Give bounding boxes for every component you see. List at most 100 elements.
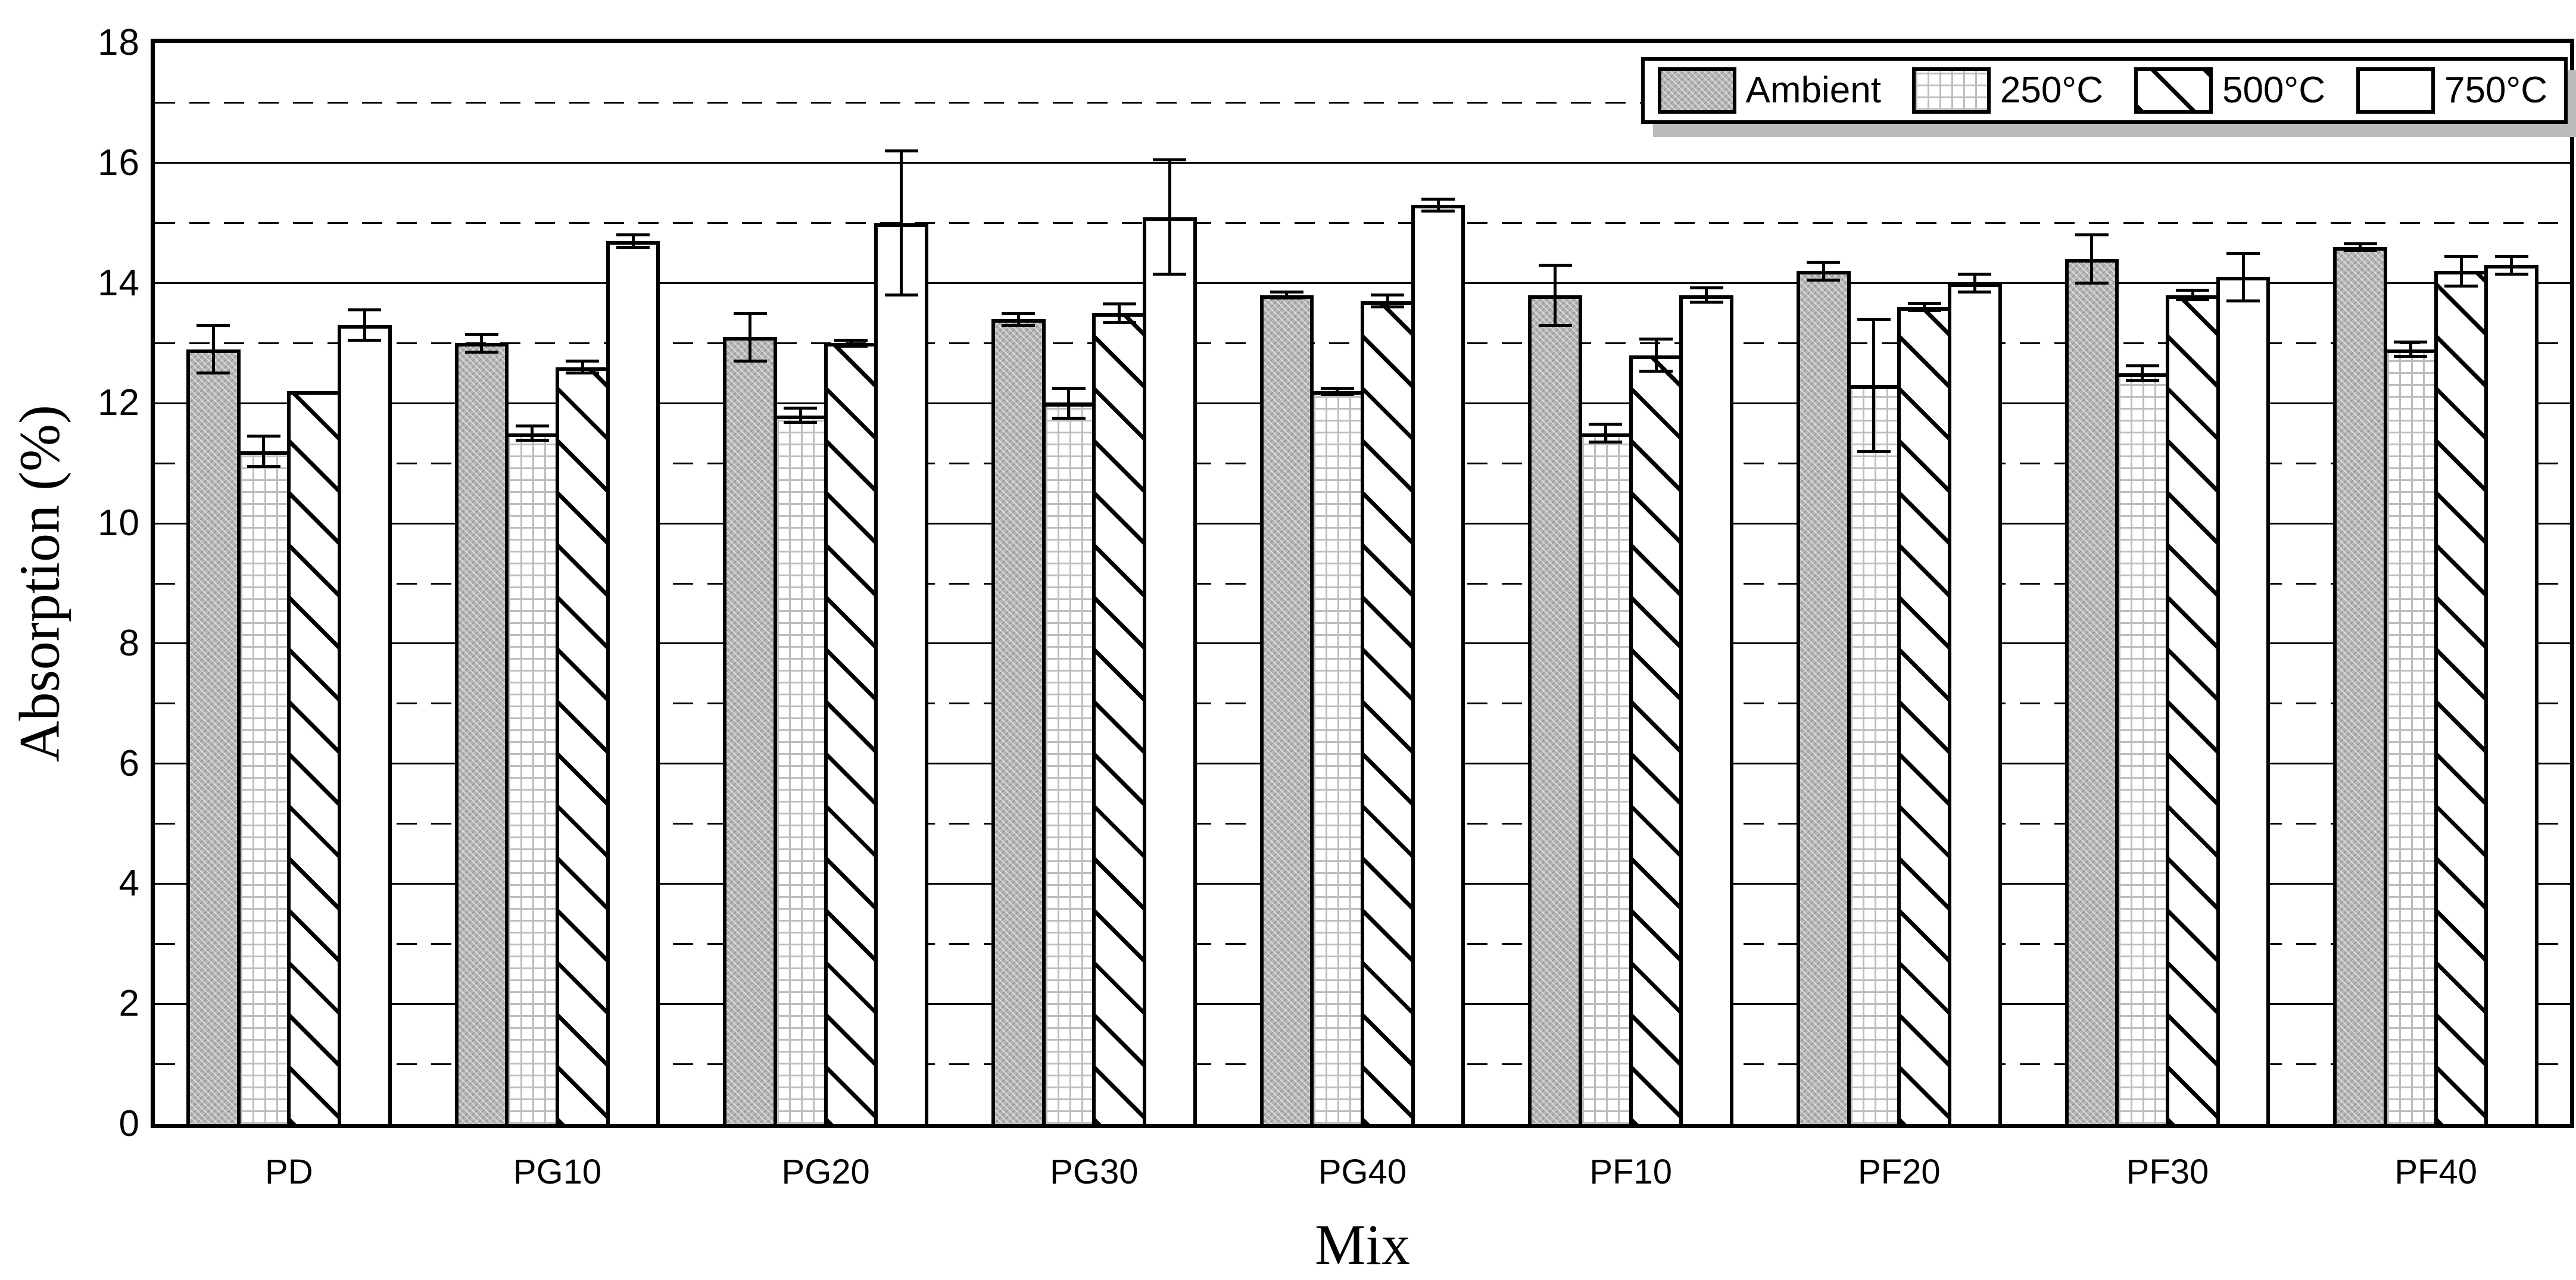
y-tick-label-16: 16 bbox=[98, 142, 140, 183]
bar-250C-PF10 bbox=[1578, 433, 1633, 1124]
error-bar-250C-PG20 bbox=[784, 406, 818, 410]
error-bar-250C-PF10 bbox=[1604, 424, 1607, 442]
y-tick-label-14: 14 bbox=[98, 262, 140, 304]
error-bar-500C-PG40 bbox=[1386, 295, 1389, 307]
error-bar-750C-PF30 bbox=[2226, 251, 2260, 255]
legend-swatch-500c bbox=[2134, 67, 2213, 114]
bar-500C-PD bbox=[287, 391, 342, 1124]
legend-label-500c: 500°C bbox=[2222, 70, 2325, 111]
bar-Ambient-PF20 bbox=[1796, 271, 1851, 1124]
error-bar-Ambient-PD bbox=[197, 323, 230, 327]
error-bar-Ambient-PG30 bbox=[1002, 311, 1036, 315]
bar-Ambient-PF40 bbox=[2333, 247, 2387, 1124]
error-bar-250C-PF30 bbox=[2125, 364, 2159, 368]
bar-500C-PF10 bbox=[1629, 355, 1683, 1124]
error-bar-250C-PD bbox=[247, 464, 280, 468]
bar-500C-PF40 bbox=[2434, 271, 2488, 1124]
legend-label-250c: 250°C bbox=[2000, 70, 2103, 111]
bar-500C-PG40 bbox=[1361, 301, 1415, 1124]
x-category-label-PG10: PG10 bbox=[513, 1153, 602, 1191]
error-bar-250C-PD bbox=[262, 436, 266, 467]
bar-250C-PF40 bbox=[2383, 349, 2438, 1124]
error-bar-500C-PF40 bbox=[2459, 256, 2463, 286]
error-bar-500C-PF30 bbox=[2176, 298, 2210, 302]
error-bar-750C-PG30 bbox=[1153, 158, 1187, 162]
error-bar-Ambient-PG20 bbox=[733, 311, 767, 315]
error-bar-750C-PF10 bbox=[1689, 301, 1723, 304]
error-bar-Ambient-PF30 bbox=[2075, 282, 2109, 285]
y-tick-label-8: 8 bbox=[118, 622, 140, 664]
error-bar-750C-PG20 bbox=[884, 294, 918, 297]
error-bar-500C-PG40 bbox=[1371, 305, 1405, 309]
error-bar-250C-PG20 bbox=[784, 421, 818, 424]
bar-250C-PF30 bbox=[2115, 373, 2169, 1124]
gridline-dashed-17 bbox=[155, 102, 2570, 104]
error-bar-500C-PF10 bbox=[1654, 339, 1658, 371]
error-bar-750C-PF40 bbox=[2494, 254, 2528, 258]
x-category-label-PG40: PG40 bbox=[1318, 1153, 1407, 1191]
error-bar-750C-PG10 bbox=[616, 245, 650, 249]
x-category-label-PF20: PF20 bbox=[1858, 1153, 1941, 1191]
bar-500C-PF20 bbox=[1897, 307, 1952, 1124]
bar-Ambient-PG40 bbox=[1259, 295, 1314, 1124]
legend-item-ambient: Ambient bbox=[1657, 67, 1912, 114]
error-bar-250C-PF20 bbox=[1857, 317, 1891, 321]
error-bar-500C-PG30 bbox=[1102, 320, 1136, 324]
y-tick-label-12: 12 bbox=[98, 382, 140, 424]
error-bar-250C-PG10 bbox=[531, 426, 534, 441]
x-axis-title: Mix bbox=[1314, 1213, 1411, 1276]
bar-500C-PG10 bbox=[556, 367, 610, 1124]
error-bar-Ambient-PG20 bbox=[733, 360, 767, 363]
legend-item-750c: 750°C bbox=[2356, 67, 2547, 114]
error-bar-750C-PF10 bbox=[1705, 288, 1708, 302]
error-bar-750C-PG30 bbox=[1168, 160, 1171, 274]
error-bar-500C-PF40 bbox=[2444, 254, 2478, 258]
legend-swatch-ambient bbox=[1657, 67, 1736, 114]
error-bar-750C-PF20 bbox=[1973, 274, 1976, 292]
error-bar-Ambient-PF40 bbox=[2343, 248, 2377, 252]
error-bar-Ambient-PG40 bbox=[1285, 292, 1289, 298]
bar-750C-PG20 bbox=[874, 223, 929, 1124]
error-bar-Ambient-PF20 bbox=[1807, 260, 1841, 264]
error-bar-500C-PF20 bbox=[1907, 309, 1941, 313]
legend-label-750c: 750°C bbox=[2444, 70, 2547, 111]
error-bar-750C-PG40 bbox=[1436, 199, 1440, 211]
bar-Ambient-PG10 bbox=[454, 343, 509, 1124]
error-bar-250C-PF20 bbox=[1872, 319, 1876, 452]
bar-750C-PD bbox=[338, 325, 392, 1124]
error-bar-Ambient-PF10 bbox=[1538, 323, 1572, 327]
error-bar-Ambient-PF10 bbox=[1538, 263, 1572, 267]
error-bar-500C-PG10 bbox=[566, 360, 600, 363]
error-bar-500C-PF20 bbox=[1907, 302, 1941, 305]
bar-750C-PF10 bbox=[1679, 295, 1734, 1124]
error-bar-Ambient-PG10 bbox=[464, 332, 498, 336]
bar-Ambient-PD bbox=[186, 349, 241, 1124]
y-tick-label-2: 2 bbox=[118, 983, 140, 1025]
error-bar-500C-PG30 bbox=[1118, 304, 1121, 323]
y-tick-label-6: 6 bbox=[118, 742, 140, 784]
legend-item-500c: 500°C bbox=[2134, 67, 2356, 114]
error-bar-500C-PF30 bbox=[2191, 290, 2194, 300]
error-bar-250C-PG10 bbox=[515, 424, 549, 428]
error-bar-750C-PF20 bbox=[1958, 272, 1992, 276]
error-bar-Ambient-PD bbox=[197, 371, 230, 375]
error-bar-500C-PG20 bbox=[834, 345, 868, 348]
error-bar-250C-PD bbox=[247, 435, 280, 438]
x-category-label-PF10: PF10 bbox=[1589, 1153, 1672, 1191]
legend-swatch-750c bbox=[2356, 67, 2435, 114]
error-bar-250C-PF30 bbox=[2141, 366, 2144, 380]
error-bar-500C-PF40 bbox=[2444, 285, 2478, 288]
error-bar-250C-PG40 bbox=[1320, 386, 1354, 390]
error-bar-750C-PG20 bbox=[884, 149, 918, 153]
error-bar-750C-PG10 bbox=[631, 235, 635, 248]
error-bar-750C-PF30 bbox=[2226, 299, 2260, 303]
error-bar-750C-PF40 bbox=[2510, 256, 2513, 274]
error-bar-750C-PD bbox=[348, 338, 382, 342]
bar-250C-PD bbox=[236, 451, 291, 1124]
x-category-label-PF30: PF30 bbox=[2126, 1153, 2209, 1191]
error-bar-250C-PF10 bbox=[1589, 423, 1623, 426]
error-bar-250C-PF20 bbox=[1857, 449, 1891, 453]
error-bar-250C-PG30 bbox=[1067, 388, 1071, 419]
error-bar-750C-PF40 bbox=[2494, 272, 2528, 276]
